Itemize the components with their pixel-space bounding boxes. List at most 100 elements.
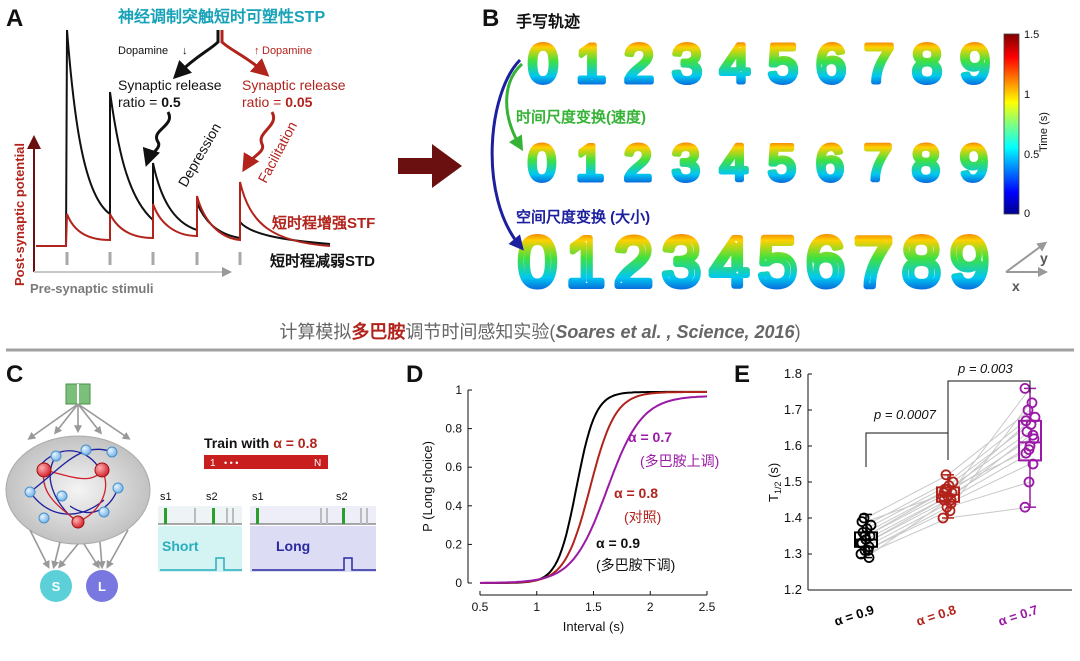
connection-edge <box>37 450 101 471</box>
data-point <box>1023 476 1035 488</box>
colorbar-tick-label: 0.5 <box>1024 149 1039 161</box>
data-point <box>1019 501 1031 513</box>
x-axis-label: Interval (s) <box>563 619 624 634</box>
stimulus-ticks <box>65 252 242 265</box>
significance-bracket-2 <box>947 380 1031 433</box>
legend-alpha-07: α = 0.7 <box>628 429 672 445</box>
facilitation-arrow <box>242 111 276 173</box>
handwritten-digit: 3 <box>662 223 701 301</box>
depression-label: Depression <box>175 120 224 189</box>
series-curve <box>480 390 707 584</box>
time-colorbar <box>1003 33 1020 215</box>
branch-arrow-red <box>220 30 270 77</box>
data-point <box>1026 397 1038 409</box>
depression-arrow <box>142 111 172 167</box>
xy-axis-x-label: x <box>1012 278 1020 294</box>
handwritten-digit: 0 <box>528 34 558 94</box>
handwritten-digit: 7 <box>854 223 893 301</box>
x-tick-label: 2.5 <box>699 600 716 614</box>
y-tick-label: 0.6 <box>445 460 462 474</box>
category-label: α = 0.7 <box>996 602 1040 629</box>
output-short-node <box>40 570 72 602</box>
std-label: 短时程减弱STD <box>270 252 375 270</box>
colorbar-ticks: 1.5 1 0.5 0 <box>1024 29 1039 220</box>
inhibitory-neuron <box>80 444 92 456</box>
handwritten-digit: 5 <box>768 135 796 191</box>
handwritten-digit: 2 <box>614 223 653 301</box>
dopamine-down-icon: ↓ <box>182 45 188 57</box>
output-arrow <box>97 541 106 570</box>
panel-a: A 神经调制突触短时可塑性STP Post-synaptic potential… <box>6 5 375 296</box>
handwritten-digit: 9 <box>960 135 988 191</box>
short-s2-pulse <box>212 508 215 524</box>
handwritten-digit: 4 <box>720 135 748 191</box>
y-axis-label: P (Long choice) <box>420 441 435 532</box>
y-tick-label: 0.4 <box>445 499 462 513</box>
connection-edge <box>69 487 119 514</box>
speed-arrow <box>505 62 524 152</box>
handwritten-digit: 9 <box>960 34 990 94</box>
output-short-label: S <box>52 579 61 594</box>
handwritten-digit: 2 <box>624 135 652 191</box>
panel-a-y-label: Post-synaptic potential <box>12 143 27 286</box>
data-point <box>856 516 868 527</box>
excitatory-neuron <box>36 462 52 478</box>
input-arrow <box>27 403 79 440</box>
x-tick-label: 1 <box>533 600 540 614</box>
short-input-strip <box>158 506 242 524</box>
y-tick-label: 1.4 <box>784 510 802 525</box>
short-output-box <box>158 526 242 572</box>
inhibitory-neuron <box>112 482 124 494</box>
handwritten-digit: 8 <box>902 223 941 301</box>
long-s2-label: s2 <box>336 491 348 503</box>
handwritten-digit: 3 <box>672 135 700 191</box>
inhibitory-neuron <box>24 486 36 498</box>
y-tick-label: 0.8 <box>445 422 462 436</box>
y-tick-label: 1.7 <box>784 402 802 417</box>
output-arrow <box>29 529 50 569</box>
data-point <box>1027 429 1039 441</box>
half-time-boxplot: 1.2 1.3 1.4 1.5 1.6 1.7 1.8 T1/2 (s) α = 0.9 α = … <box>766 366 1072 629</box>
data-point <box>865 519 877 531</box>
short-s1-pulse <box>164 508 167 524</box>
long-noise-pulse <box>366 508 368 524</box>
handwritten-digit: 6 <box>816 135 844 191</box>
training-trials-bar <box>204 455 328 469</box>
series-curve <box>480 395 708 584</box>
inhibitory-neuron <box>38 512 50 524</box>
handwritten-digit: 7 <box>864 34 894 94</box>
x-tick-label: 0.5 <box>472 600 489 614</box>
row3-label: 空间尺度变换 (大小) <box>516 208 650 226</box>
handwritten-digit: 4 <box>720 34 750 94</box>
connection-edge <box>29 491 105 515</box>
short-noise-pulse <box>226 508 228 524</box>
release-red-line2: ratio = 0.05 <box>242 94 313 110</box>
handwritten-digit: 8 <box>912 135 940 191</box>
output-arrow <box>83 543 100 569</box>
psychometric-chart: 0.5 1 1.5 2 2.5 0 0.2 0.4 0.6 0.8 1 Interval (s) P (… <box>420 383 716 634</box>
release-red-line1: Synaptic release <box>242 77 346 93</box>
long-input-strip <box>250 506 376 524</box>
excitatory-neuron <box>94 462 110 478</box>
short-noise-pulse <box>232 508 234 524</box>
xy-axis-y-arrow <box>1005 241 1048 273</box>
panel-a-letter: A <box>6 5 23 32</box>
handwritten-digit: 9 <box>950 223 989 301</box>
excitatory-neuron <box>71 515 85 529</box>
data-point <box>863 552 875 563</box>
y-tick-label: 1.8 <box>784 366 802 381</box>
y-tick-label: 1.2 <box>784 582 802 597</box>
output-arrow <box>106 529 129 569</box>
output-arrows <box>29 529 129 570</box>
dopamine-down-label: Dopamine <box>118 45 168 57</box>
legend-alpha-08: α = 0.8 <box>614 485 658 501</box>
train-caption: Train with α = 0.8 <box>204 435 317 451</box>
handwritten-digit: 6 <box>816 34 846 94</box>
inhibitory-neuron <box>56 490 68 502</box>
train-bar-end: N <box>314 458 321 469</box>
long-noise-pulse <box>326 508 328 524</box>
